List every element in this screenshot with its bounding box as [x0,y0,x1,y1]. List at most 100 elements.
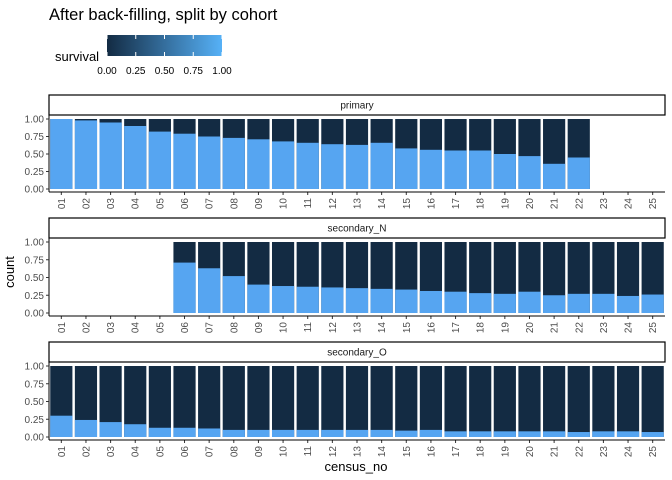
x-tick-label: 07 [205,322,216,334]
facet-panel-secondary_O: secondary_O 0.00 0.25 0.50 0.75 1.00 01 02 03 04 0… [25,341,666,458]
bar-survived [50,119,73,189]
x-tick-label: 17 [451,446,462,458]
facet-panel-primary: primary 0.00 0.25 0.50 0.75 1.00 01 02 03 04 05 06 0… [25,94,666,210]
bar-survived [148,131,171,189]
bar-survived [345,288,369,313]
bar-not-survived [247,366,270,437]
x-tick-label: 04 [131,198,142,210]
x-tick-label: 09 [254,322,265,334]
bar-survived [469,293,492,313]
x-tick-label: 06 [180,198,191,210]
x-tick-label: 03 [106,322,117,334]
x-tick-label: 20 [525,198,536,210]
bar-survived [345,144,369,189]
bar-survived [444,150,467,189]
bar-survived [493,293,516,313]
bar-survived [370,288,393,313]
x-tick-label: 09 [254,198,265,210]
bar-survived [222,137,245,189]
y-tick-label: 0.00 [25,309,45,320]
x-tick-label: 09 [254,446,265,458]
x-tick-label: 17 [451,322,462,334]
bar-survived [296,286,319,313]
x-tick-label: 12 [328,198,339,210]
bar-survived [173,133,196,189]
x-tick-label: 06 [180,446,191,458]
legend-colorbar [107,35,222,56]
bar-survived [493,154,516,189]
bar-survived [444,291,467,313]
x-tick-label: 19 [500,198,511,210]
bar-survived [296,142,319,189]
x-axis-title: census_no [325,459,388,474]
bar-survived [370,429,393,437]
x-tick-label: 21 [550,446,561,458]
x-tick-label: 04 [131,446,142,458]
x-tick-label: 18 [476,446,487,458]
x-tick-label: 11 [303,446,314,457]
bar-survived [543,163,566,189]
bar-survived [419,149,443,189]
bar-not-survived [271,366,295,437]
chart-title: After back-filling, split by cohort [49,6,278,24]
y-tick-label: 0.50 [25,273,45,284]
bar-survived [444,431,467,437]
bar-not-survived [616,242,640,313]
bar-not-survived [345,366,369,437]
bar-survived [247,139,270,189]
x-tick-label: 17 [451,198,462,210]
x-tick-label: 11 [303,198,314,209]
x-tick-label: 16 [426,322,437,334]
x-tick-label: 22 [574,198,585,210]
bar-survived [518,291,541,313]
bar-survived [50,415,73,437]
x-tick-label: 08 [229,322,240,334]
x-tick-label: 03 [106,446,117,458]
legend-tick-label: 0.50 [155,66,175,77]
x-tick-label: 13 [353,198,364,210]
bar-survived [616,295,640,313]
bar-survived [148,427,171,437]
bar-not-survived [592,366,615,437]
bar-not-survived [493,366,516,437]
x-tick-label: 24 [624,198,635,210]
bar-survived [395,148,418,189]
x-tick-label: 22 [574,322,585,334]
x-tick-label: 18 [476,198,487,210]
x-tick-label: 10 [279,198,290,210]
bar-survived [543,431,566,437]
bar-not-survived [469,366,492,437]
bar-survived [469,431,492,437]
bar-not-survived [296,366,319,437]
bar-not-survived [567,366,590,437]
x-tick-label: 10 [279,322,290,334]
bar-survived [592,431,615,437]
bar-survived [198,268,221,313]
y-tick-label: 0.50 [25,150,45,161]
x-tick-label: 20 [525,446,536,458]
legend-tick-label: 0.00 [97,66,117,77]
facet-panel-secondary_N: secondary_N 0.00 0.25 0.50 0.75 1.00 01 02 03 04 0… [25,217,666,334]
x-tick-label: 11 [303,322,314,333]
x-tick-label: 24 [624,446,635,458]
x-tick-label: 15 [402,322,413,334]
x-tick-label: 05 [155,446,166,458]
x-tick-label: 16 [426,446,437,458]
facet-strip-label: secondary_N [328,224,387,235]
bar-not-survived [198,366,221,437]
x-tick-label: 12 [328,446,339,458]
x-tick-label: 19 [500,446,511,458]
x-tick-label: 01 [57,322,68,334]
y-tick-label: 0.50 [25,397,45,408]
x-tick-label: 07 [205,198,216,210]
bar-not-survived [74,366,98,437]
x-tick-label: 02 [81,198,92,210]
x-tick-label: 15 [402,198,413,210]
x-tick-label: 23 [599,322,610,334]
x-tick-label: 14 [377,446,388,458]
facet-strip-label: primary [340,101,373,112]
bar-survived [370,142,393,189]
facet-strip [48,217,666,239]
bar-survived [419,290,443,313]
bar-not-survived [616,366,640,437]
